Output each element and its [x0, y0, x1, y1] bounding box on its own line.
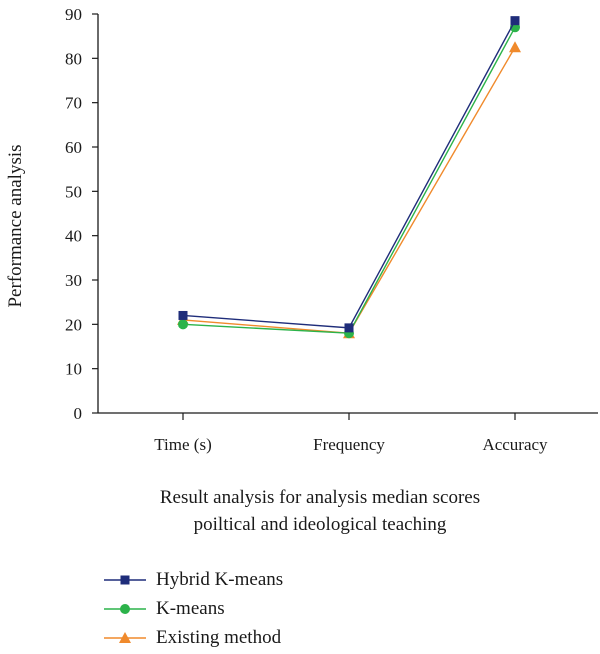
x-axis: Time (s) Frequency Accuracy: [98, 412, 598, 454]
series-existing-method: [177, 41, 521, 339]
legend-label: K-means: [156, 597, 225, 619]
y-tick-label: 90: [65, 5, 82, 24]
y-tick-label: 30: [65, 271, 82, 290]
legend-swatch-k-means: [104, 603, 146, 614]
x-axis-title: Result analysis for analysis median scor…: [60, 484, 580, 538]
y-tick-label: 40: [65, 227, 82, 246]
legend-label: Existing method: [156, 626, 282, 648]
x-tick-label: Accuracy: [482, 435, 548, 454]
y-tick-label: 20: [65, 315, 82, 334]
legend-item-existing-method: Existing method: [103, 623, 283, 652]
y-tick-label: 0: [74, 404, 83, 423]
legend-marker: [120, 575, 130, 584]
series-line-existing-method: [182, 46, 516, 334]
data-point-existing-method: [509, 41, 521, 53]
y-tick-label: 70: [65, 94, 82, 113]
data-point-hybrid-k-means: [344, 323, 354, 333]
series-line-hybrid-k-means: [182, 20, 516, 329]
legend-label: Hybrid K-means: [156, 568, 284, 590]
legend-swatch-existing-method: [104, 631, 146, 643]
y-axis: 0 10 20 30 40 50 60 70 80 90: [65, 5, 99, 423]
legend-marker: [120, 603, 130, 614]
y-tick-label: 80: [65, 49, 82, 68]
series-k-means: [178, 22, 520, 339]
y-axis-title: Performance analysis: [5, 144, 26, 307]
legend: Hybrid K-means K-means Existing method: [103, 565, 283, 652]
series-layer: [177, 16, 521, 339]
legend-swatch-hybrid-k-means: [104, 575, 146, 584]
x-axis-title-line-2: poiltical and ideological teaching: [193, 514, 447, 535]
legend-item-k-means: K-means: [103, 594, 283, 623]
data-point-hybrid-k-means: [510, 16, 520, 26]
legend-marker: [119, 631, 131, 643]
y-tick-label: 50: [65, 182, 82, 201]
y-tick-label: 10: [65, 360, 82, 379]
x-axis-title-line-1: Result analysis for analysis median scor…: [159, 487, 481, 508]
x-tick-label: Time (s): [154, 435, 211, 454]
data-point-hybrid-k-means: [178, 310, 188, 320]
series-hybrid-k-means: [178, 16, 520, 333]
x-tick-label: Frequency: [313, 435, 385, 454]
data-point-k-means: [178, 319, 188, 330]
line-chart: 0 10 20 30 40 50 60 70 80 90 Time (s) Frequency Acc…: [5, 5, 598, 454]
y-tick-label: 60: [65, 138, 82, 157]
legend-item-hybrid-k-means: Hybrid K-means: [103, 565, 283, 594]
series-line-k-means: [182, 26, 516, 334]
